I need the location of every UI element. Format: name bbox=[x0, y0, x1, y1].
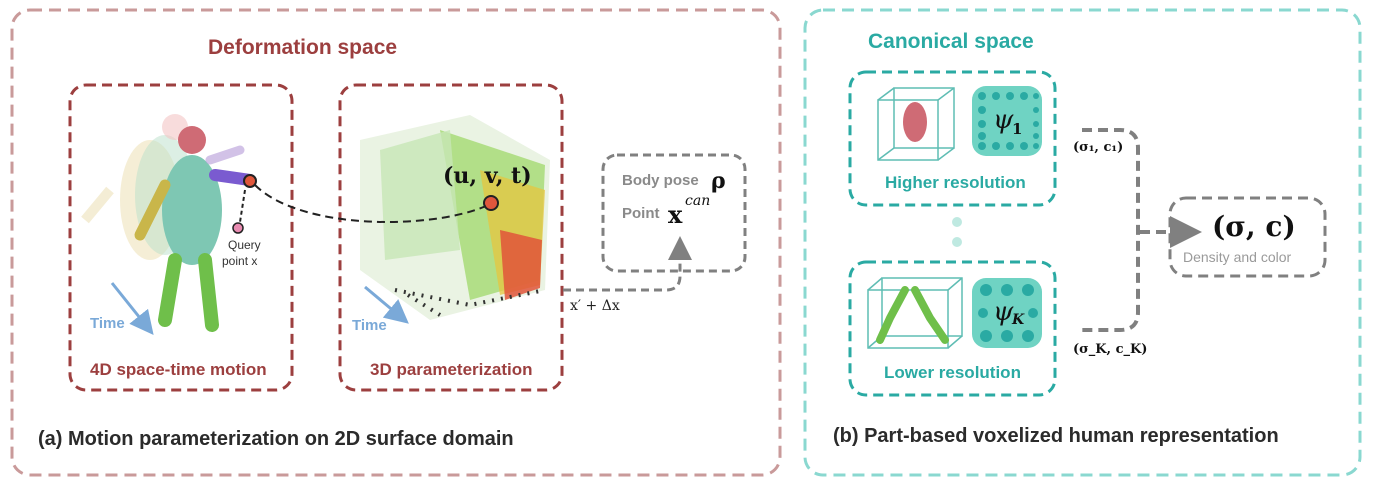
part-box-bottom bbox=[848, 260, 1057, 397]
time-label-2: Time bbox=[352, 317, 387, 334]
query-label-2: point x bbox=[222, 254, 258, 268]
pose-box bbox=[601, 153, 747, 273]
param-box-label: 3D parameterization bbox=[370, 360, 533, 379]
query-label-1: Query bbox=[228, 238, 261, 252]
offset-label: x′ + Δx bbox=[570, 298, 620, 314]
hand-point bbox=[243, 174, 257, 188]
psi-grid-bottom bbox=[972, 278, 1042, 348]
param-box bbox=[338, 83, 564, 392]
psi-grid-top bbox=[972, 86, 1042, 156]
right-caption: (b) Part-based voxelized human represent… bbox=[833, 425, 1279, 447]
output-top-label: (σ₁, c₁) bbox=[1073, 140, 1124, 155]
merge-connector bbox=[1082, 128, 1140, 332]
left-panel-title: Deformation space bbox=[208, 36, 398, 59]
motion-box bbox=[68, 83, 294, 392]
ellipsis-dot-1 bbox=[952, 217, 962, 227]
result-box bbox=[1168, 196, 1327, 278]
head-part bbox=[903, 102, 927, 142]
pose-line2-text: Point bbox=[622, 205, 660, 222]
psi-bottom-subscript: K bbox=[1012, 312, 1025, 328]
result-symbol: (σ, c) bbox=[1212, 210, 1296, 243]
voxel-cube-top bbox=[877, 87, 955, 161]
param-volume bbox=[360, 115, 550, 320]
output-bottom-label: (σ_K, c_K) bbox=[1073, 342, 1148, 357]
psi-top-symbol: ψ bbox=[993, 105, 1014, 135]
psi-top-subscript: 1 bbox=[1012, 120, 1023, 138]
query-point-dot bbox=[232, 222, 244, 234]
result-label: Density and color bbox=[1183, 249, 1292, 265]
offset-arrow bbox=[563, 236, 692, 292]
psi-bottom-symbol: ψ bbox=[993, 297, 1014, 327]
ellipsis-dot-2 bbox=[952, 237, 962, 247]
time-arrow-2 bbox=[364, 285, 409, 324]
part-box-top bbox=[848, 70, 1057, 207]
time-label-1: Time bbox=[90, 315, 125, 332]
right-panel-title: Canonical space bbox=[868, 30, 1034, 53]
pose-can-superscript: can bbox=[685, 193, 711, 209]
pose-rho-symbol: ρ bbox=[711, 168, 726, 194]
top-box-label: Higher resolution bbox=[885, 173, 1026, 192]
correspondence-curve bbox=[254, 184, 487, 223]
left-caption: (a) Motion parameterization on 2D surfac… bbox=[38, 428, 514, 450]
time-arrow-1 bbox=[110, 282, 154, 336]
bottom-box-label: Lower resolution bbox=[884, 363, 1021, 382]
pose-line1-text: Body pose bbox=[622, 172, 699, 189]
uvt-label: (u, v, t) bbox=[443, 163, 532, 189]
body-figure bbox=[81, 114, 256, 332]
legs-part bbox=[876, 286, 949, 344]
uvt-point bbox=[483, 195, 499, 211]
pose-x-symbol: x bbox=[668, 200, 683, 229]
right-panel-border bbox=[803, 8, 1362, 477]
query-dash bbox=[239, 189, 246, 223]
left-panel-border bbox=[10, 8, 782, 477]
motion-box-label: 4D space-time motion bbox=[90, 360, 267, 379]
